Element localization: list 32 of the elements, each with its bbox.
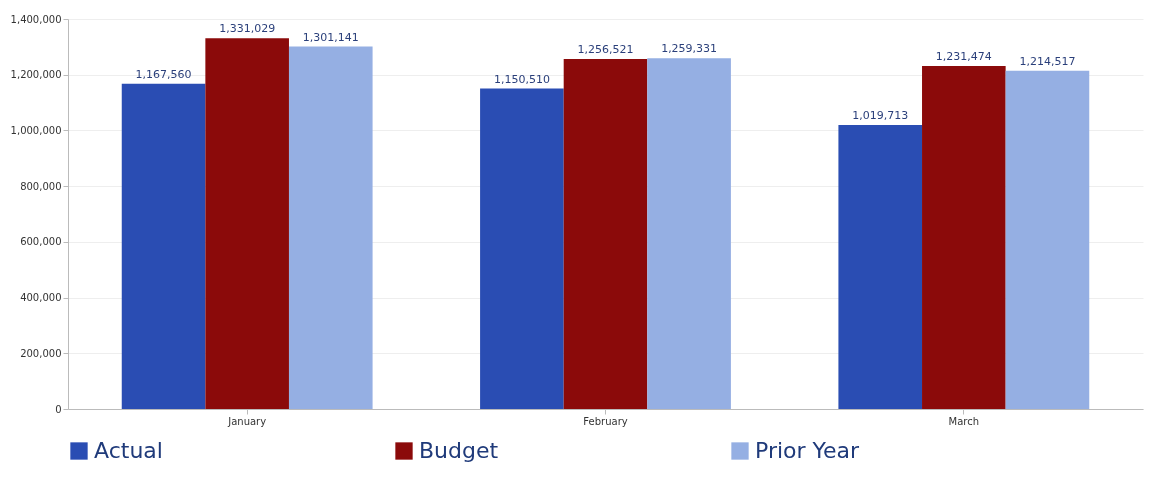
data-label: 1,231,474 bbox=[935, 49, 992, 63]
data-label: 1,167,560 bbox=[135, 67, 192, 81]
legend-label: Prior Year bbox=[755, 438, 861, 463]
x-tick-label: February bbox=[583, 415, 628, 427]
bar bbox=[205, 38, 289, 409]
legend-label: Budget bbox=[419, 438, 499, 463]
x-tick-label: January bbox=[227, 415, 267, 427]
bar bbox=[563, 58, 648, 409]
y-tick-label: 1,400,000 bbox=[10, 13, 62, 25]
bar bbox=[1005, 70, 1090, 409]
data-label: 1,331,029 bbox=[219, 22, 276, 36]
bar bbox=[121, 83, 206, 409]
x-tick-label: March bbox=[948, 415, 980, 427]
y-tick-label: 600,000 bbox=[20, 236, 62, 248]
bar bbox=[647, 58, 731, 409]
data-label: 1,214,517 bbox=[1019, 54, 1076, 68]
bar bbox=[922, 65, 1006, 409]
y-tick-label: 800,000 bbox=[20, 180, 62, 192]
bar bbox=[288, 46, 373, 409]
bar bbox=[838, 124, 923, 409]
bar bbox=[480, 88, 564, 409]
data-label: 1,301,141 bbox=[302, 30, 359, 44]
y-tick-label: 400,000 bbox=[20, 292, 62, 304]
data-label: 1,256,521 bbox=[577, 42, 634, 56]
legend-label: Actual bbox=[94, 438, 163, 463]
data-label: 1,150,510 bbox=[493, 72, 550, 86]
y-tick-label: 200,000 bbox=[20, 347, 62, 359]
y-tick-label: 0 bbox=[55, 403, 62, 415]
y-tick-label: 1,200,000 bbox=[10, 69, 62, 81]
y-tick-label: 1,000,000 bbox=[10, 124, 62, 136]
data-label: 1,019,713 bbox=[852, 108, 909, 122]
data-label: 1,259,331 bbox=[661, 42, 718, 56]
